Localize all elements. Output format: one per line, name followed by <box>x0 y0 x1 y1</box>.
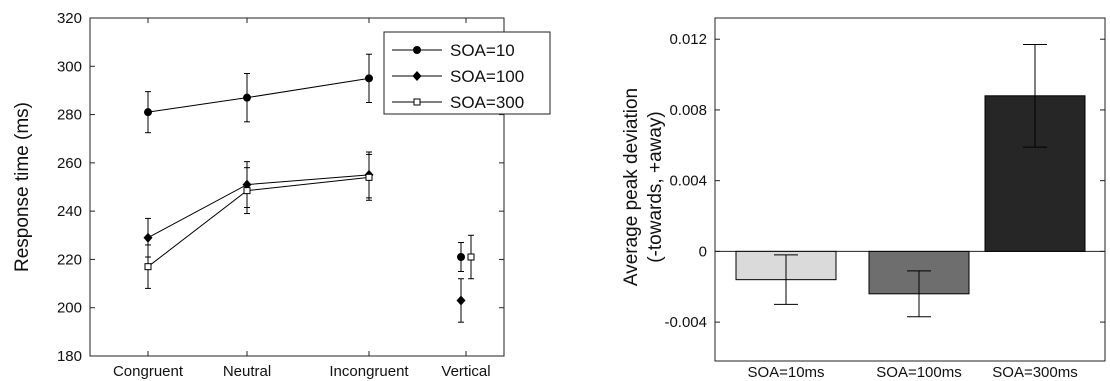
data-point-circle <box>144 108 152 117</box>
legend-box <box>383 31 551 115</box>
left-y-tick-label: 200 <box>57 300 82 317</box>
data-point-open-square <box>144 263 152 271</box>
data-point-diamond <box>456 295 466 306</box>
right-y-axis-label: Average peak deviation <box>621 88 642 286</box>
left-x-tick-label: Neutral <box>223 363 271 380</box>
series-line-soa-300 <box>147 176 370 268</box>
series-line-soa-100 <box>147 174 370 239</box>
left-y-axis-label: Response time (ms) <box>12 102 33 272</box>
right-y-tick-label: 0.008 <box>669 102 707 119</box>
bar-error-bar <box>1023 44 1047 148</box>
series-line-soa-10 <box>147 77 370 113</box>
data-point-circle <box>457 253 465 262</box>
right-x-tick-label: SOA=300ms <box>992 364 1077 381</box>
left-x-tick-label: Vertical <box>441 363 490 380</box>
right-x-tick-label: SOA=10ms <box>747 364 824 381</box>
legend-marker-open-square <box>413 98 421 106</box>
left-y-tick-label: 220 <box>57 251 82 268</box>
left-plot-frame <box>89 17 505 357</box>
right-x-tick-label: SOA=100ms <box>876 364 961 381</box>
left-x-tick-label: Congruent <box>113 363 184 380</box>
bar-error-bar <box>774 254 798 305</box>
right-y-tick-label: 0.004 <box>669 173 707 190</box>
left-y-tick-label: 300 <box>57 58 82 75</box>
left-y-tick-label: 280 <box>57 107 82 124</box>
legend-marker-circle <box>413 46 421 54</box>
data-point-circle <box>365 74 373 83</box>
data-point-open-square <box>243 187 251 195</box>
right-plot-frame <box>714 17 1106 362</box>
legend-entry-label: SOA=300 <box>450 93 524 112</box>
right-y-tick-label: 0 <box>699 243 707 260</box>
data-point-open-square <box>365 173 373 181</box>
left-x-tick-label: Incongruent <box>329 363 409 380</box>
data-point-open-square <box>467 253 475 261</box>
bar-error-bar <box>907 270 931 318</box>
data-point-circle <box>243 93 251 102</box>
right-y-axis-label-line2: (-towards, +away) <box>645 111 666 263</box>
legend: SOA=10 SOA=100 SOA=300 <box>383 31 551 115</box>
right-y-tick-label: -0.004 <box>664 314 707 331</box>
right-y-tick-label: 0.012 <box>669 31 707 48</box>
legend-entry-label: SOA=10 <box>450 41 515 60</box>
data-point-diamond <box>143 232 153 243</box>
left-y-tick-label: 320 <box>57 10 82 27</box>
response-time-chart: 180 200 220 240 260 280 300 320 Congruent Neutra… <box>12 10 551 380</box>
left-y-tick-label: 240 <box>57 203 82 220</box>
legend-entry-label: SOA=100 <box>450 67 524 86</box>
legend-marker-diamond <box>412 71 422 81</box>
peak-deviation-chart: -0.004 0 0.004 0.008 0.012 SOA=10ms SOA=100ms… <box>621 17 1106 381</box>
left-y-tick-label: 260 <box>57 155 82 172</box>
left-y-tick-label: 180 <box>57 348 82 365</box>
